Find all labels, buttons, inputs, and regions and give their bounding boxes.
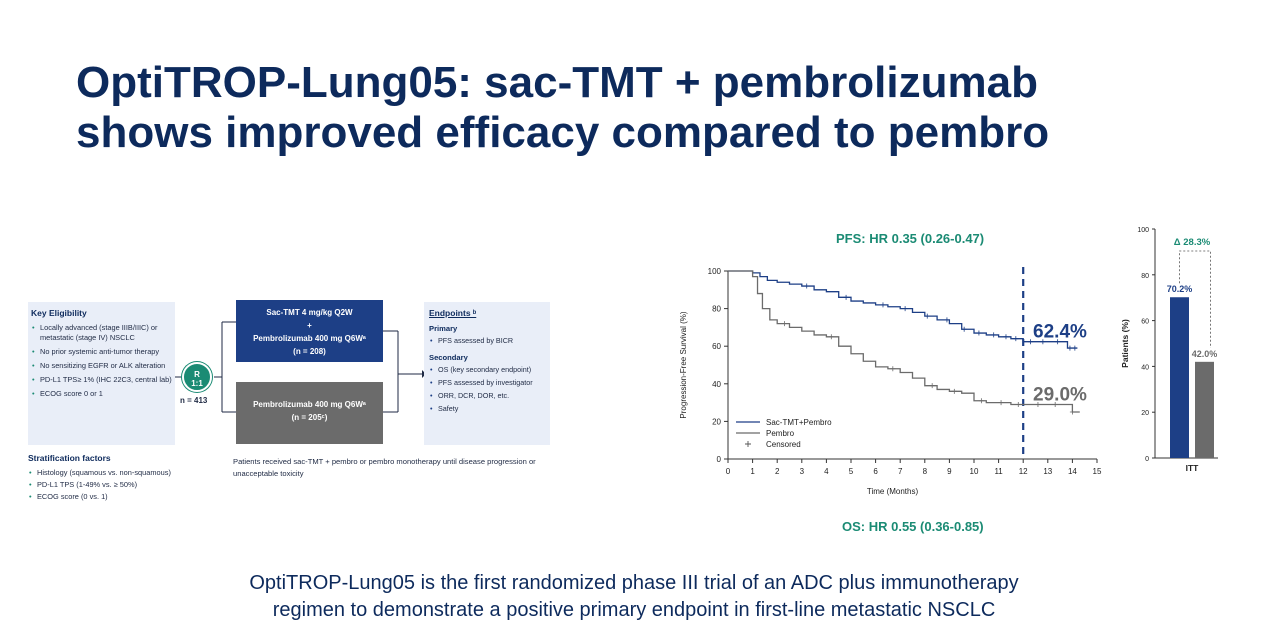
os-hr-label: OS: HR 0.55 (0.36-0.85)	[842, 519, 984, 534]
eligibility-list: Locally advanced (stage IIIB/IIIC) or me…	[31, 323, 172, 399]
arm-combo-line-3: Pembrolizumab 400 mg Q6Wᵃ	[253, 334, 366, 343]
primary-list: PFS assessed by BICR	[429, 336, 546, 346]
list-item: PFS assessed by investigator	[429, 378, 546, 388]
stratification-list: Histology (squamous vs. non-squamous) PD…	[28, 468, 218, 502]
stratification-heading: Stratification factors	[28, 453, 111, 463]
arm-pembro-box: Pembrolizumab 400 mg Q6Wᵃ (n = 205ᶜ)	[236, 382, 383, 444]
endpoints-box: Endpoints ᵇ Primary PFS assessed by BICR…	[424, 302, 550, 445]
arm-pembro-line-1: Pembrolizumab 400 mg Q6Wᵃ	[253, 400, 366, 409]
arm-combo-line-4: (n = 208)	[293, 347, 326, 356]
slide-title: OptiTROP-Lung05: sac-TMT + pembrolizumab…	[76, 58, 1196, 158]
endpoints-heading: Endpoints ᵇ	[429, 308, 477, 318]
list-item: Locally advanced (stage IIIB/IIIC) or me…	[31, 323, 172, 343]
list-item: OS (key secondary endpoint)	[429, 365, 546, 375]
list-item: ECOG score 0 or 1	[31, 389, 172, 399]
list-item: Histology (squamous vs. non-squamous)	[28, 468, 218, 478]
arm-pembro-line-2: (n = 205ᶜ)	[291, 413, 328, 422]
treatment-note: Patients received sac-TMT + pembro or pe…	[233, 457, 536, 478]
list-item: No prior systemic anti-tumor therapy	[31, 347, 172, 357]
conclusion-line-1: OptiTROP-Lung05 is the first randomized …	[249, 572, 1019, 594]
pfs-hr-label: PFS: HR 0.35 (0.26-0.47)	[836, 231, 985, 246]
list-item: PFS assessed by BICR	[429, 336, 546, 346]
title-line-2: shows improved efficacy compared to pemb…	[76, 108, 1050, 157]
list-item: Safety	[429, 404, 546, 414]
list-item: PD-L1 TPS (1-49% vs. ≥ 50%)	[28, 480, 218, 490]
randomization-badge: R 1:1	[182, 362, 212, 392]
list-item: ECOG score (0 vs. 1)	[28, 492, 218, 502]
key-eligibility-heading: Key Eligibility	[31, 308, 87, 318]
arm-combo-line-2: +	[307, 321, 312, 330]
primary-label: Primary	[429, 324, 458, 333]
total-n-label: n = 413	[180, 396, 208, 405]
key-eligibility-box: Key Eligibility Locally advanced (stage …	[28, 302, 175, 445]
arm-combo-box: Sac-TMT 4 mg/kg Q2W + Pembrolizumab 400 …	[236, 300, 383, 362]
conclusion-line-2: regimen to demonstrate a positive primar…	[272, 599, 996, 621]
arm-combo-line-1: Sac-TMT 4 mg/kg Q2W	[266, 308, 353, 317]
list-item: No sensitizing EGFR or ALK alteration	[31, 361, 172, 371]
stratification-box: Stratification factors Histology (squamo…	[28, 453, 218, 513]
list-item: ORR, DCR, DOR, etc.	[429, 391, 546, 401]
randomization-r: R	[194, 370, 200, 379]
secondary-list: OS (key secondary endpoint) PFS assessed…	[429, 365, 546, 414]
randomization-ratio: 1:1	[191, 379, 203, 388]
conclusion-text: OptiTROP-Lung05 is the first randomized …	[100, 570, 1168, 624]
list-item: PD-L1 TPS≥ 1% (IHC 22C3, central lab)	[31, 375, 172, 385]
title-line-1: OptiTROP-Lung05: sac-TMT + pembrolizumab	[76, 58, 1038, 107]
secondary-label: Secondary	[429, 353, 468, 362]
